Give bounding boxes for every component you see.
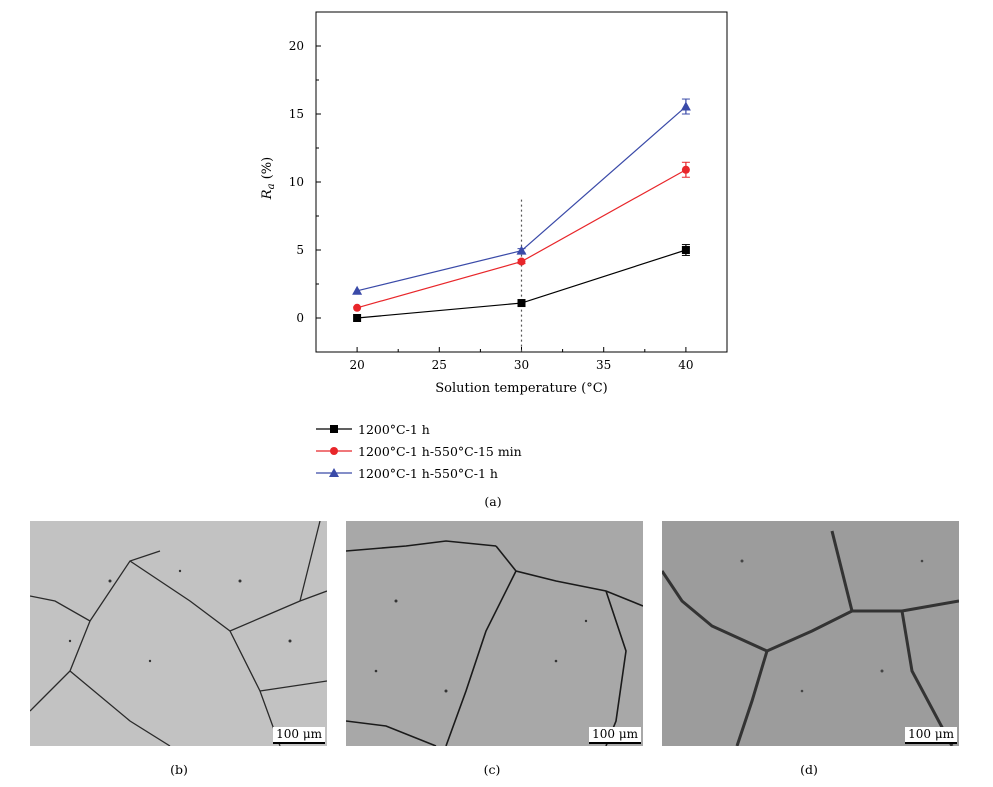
legend-swatch-triangle — [316, 468, 352, 477]
legend-swatch-circle — [316, 447, 352, 455]
y-tick-label: 0 — [296, 311, 304, 325]
caption-c: (c) — [483, 762, 501, 777]
x-tick-label: 30 — [514, 358, 529, 372]
x-tick-label: 25 — [432, 358, 447, 372]
data-point — [681, 246, 690, 254]
data-point — [353, 303, 362, 312]
x-tick-label: 20 — [349, 358, 364, 372]
caption-d: (d) — [800, 762, 818, 777]
legend-label: 1200°C-1 h-550°C-15 min — [358, 443, 522, 459]
micrograph-d: 100 μm — [662, 521, 959, 746]
micrograph-c: 100 μm — [346, 521, 643, 746]
data-point — [516, 245, 527, 255]
legend-label: 1200°C-1 h — [358, 421, 430, 437]
legend-swatch-square — [316, 425, 352, 433]
data-point — [353, 314, 362, 322]
data-point — [517, 257, 526, 266]
ra-chart: 20 25 30 35 40 0 5 10 15 20 Solution temperature (… — [260, 11, 728, 396]
data-point — [352, 285, 363, 295]
scale-bar-d: 100 μm — [905, 727, 957, 744]
y-tick-label: 5 — [296, 243, 304, 257]
y-tick-label: 10 — [289, 175, 304, 189]
micrograph-b: 100 μm — [30, 521, 327, 746]
x-tick-label: 35 — [596, 358, 611, 372]
caption-a: (a) — [484, 494, 502, 509]
scale-bar-b: 100 μm — [273, 727, 325, 744]
legend-item: 1200°C-1 h-550°C-15 min — [316, 440, 636, 462]
caption-b: (b) — [170, 762, 188, 777]
series-line-1 — [356, 169, 687, 309]
y-tick-label: 20 — [289, 39, 304, 53]
legend-item: 1200°C-1 h-550°C-1 h — [316, 462, 636, 484]
legend-label: 1200°C-1 h-550°C-1 h — [358, 465, 498, 481]
micrograph-c-image — [346, 521, 643, 746]
legend: 1200°C-1 h 1200°C-1 h-550°C-15 min 1200°… — [316, 418, 636, 484]
x-tick-label: 40 — [678, 358, 693, 372]
micrograph-b-image — [30, 521, 327, 746]
data-point — [517, 299, 526, 308]
data-point — [680, 101, 691, 111]
micrograph-d-image — [662, 521, 959, 746]
y-axis-label: Ra (%) — [260, 157, 277, 200]
x-axis-label: Solution temperature (°C) — [435, 381, 607, 396]
legend-item: 1200°C-1 h — [316, 418, 636, 440]
y-tick-label: 15 — [289, 107, 304, 121]
data-point — [681, 165, 690, 174]
scale-bar-c: 100 μm — [589, 727, 641, 744]
